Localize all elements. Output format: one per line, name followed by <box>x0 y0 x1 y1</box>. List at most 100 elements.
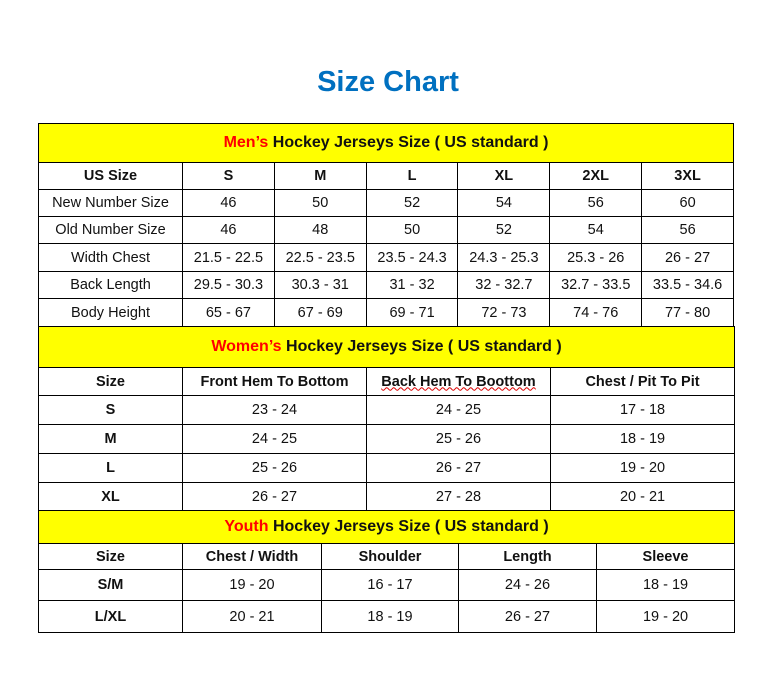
table-cell: 77 - 80 <box>641 298 734 327</box>
row-label: Width Chest <box>38 243 183 272</box>
table-cell: 50 <box>365 216 459 244</box>
womens-size-table: Women’s Hockey Jerseys Size ( US standar… <box>37 326 736 512</box>
table-cell: 23.5 - 24.3 <box>365 243 459 272</box>
table-cell: 19 - 20 <box>549 453 736 483</box>
column-header: Length <box>503 548 552 565</box>
column-header: Size <box>95 548 125 565</box>
table-row: Body Height 65 - 67 67 - 69 69 - 71 72 - 73 7… <box>38 298 734 327</box>
table-cell: 21.5 - 22.5 <box>182 243 275 272</box>
column-header: M <box>314 168 327 184</box>
row-label: L <box>38 453 183 483</box>
table-cell: 24 - 25 <box>366 395 551 425</box>
page-title: Size Chart <box>317 66 459 98</box>
row-label: Body Height <box>38 298 183 327</box>
table-cell: 52 <box>365 189 459 217</box>
table-row: M 24 - 25 25 - 26 18 - 19 <box>38 424 736 454</box>
table-cell: 23 - 24 <box>182 395 367 425</box>
table-cell: 33.5 - 34.6 <box>641 271 734 299</box>
table-cell: 18 - 19 <box>321 600 459 633</box>
table-row: New Number Size 46 50 52 54 56 60 <box>38 189 734 217</box>
table-cell: 22.5 - 23.5 <box>273 243 367 272</box>
table-cell: 72 - 73 <box>457 298 551 327</box>
table-cell: 65 - 67 <box>182 298 275 327</box>
column-header: Size <box>95 373 125 390</box>
section-heading: Youth Hockey Jerseys Size ( US standard … <box>37 510 736 544</box>
section-heading: Women’s Hockey Jerseys Size ( US standar… <box>37 326 736 368</box>
table-cell: 32.7 - 33.5 <box>549 271 643 299</box>
row-label: Old Number Size <box>38 216 183 244</box>
table-cell: 24 - 26 <box>458 569 597 601</box>
row-label: XL <box>38 482 183 512</box>
table-row: L 25 - 26 26 - 27 19 - 20 <box>38 453 736 483</box>
table-row: Back Length 29.5 - 30.3 30.3 - 31 31 - 32 32… <box>38 271 734 299</box>
row-label: S/M <box>38 569 183 601</box>
table-cell: 56 <box>549 189 643 217</box>
column-header: Back Hem To Boottom <box>381 373 536 390</box>
table-cell: 19 - 20 <box>182 569 322 601</box>
table-cell: 56 <box>641 216 734 244</box>
row-label: New Number Size <box>38 189 183 217</box>
youth-size-table: Youth Hockey Jerseys Size ( US standard … <box>37 510 736 633</box>
column-header: Chest / Width <box>205 548 299 565</box>
table-cell: 20 - 21 <box>549 482 736 512</box>
section-heading: Men’s Hockey Jerseys Size ( US standard … <box>38 123 734 163</box>
table-cell: 74 - 76 <box>549 298 643 327</box>
table-cell: 69 - 71 <box>365 298 459 327</box>
heading-accent: Men’s <box>223 134 269 151</box>
table-cell: 24.3 - 25.3 <box>457 243 551 272</box>
row-label: S <box>38 395 183 425</box>
column-header: S <box>223 168 234 184</box>
table-row: XL 26 - 27 27 - 28 20 - 21 <box>38 482 736 512</box>
column-header: US Size <box>83 168 138 184</box>
table-cell: 20 - 21 <box>182 600 322 633</box>
mens-size-table: Men’s Hockey Jerseys Size ( US standard … <box>38 123 734 327</box>
table-cell: 60 <box>641 189 734 217</box>
column-header: L <box>407 168 417 184</box>
row-label: M <box>38 424 183 454</box>
table-row: S 23 - 24 24 - 25 17 - 18 <box>38 395 736 425</box>
column-header: 2XL <box>582 168 610 184</box>
heading-accent: Women’s <box>211 338 282 355</box>
table-cell: 26 - 27 <box>366 453 551 483</box>
heading-text: Hockey Jerseys Size ( US standard ) <box>268 518 549 535</box>
column-header: Shoulder <box>358 548 422 565</box>
table-cell: 17 - 18 <box>549 395 736 425</box>
table-cell: 54 <box>549 216 643 244</box>
table-cell: 46 <box>182 216 275 244</box>
heading-text: Hockey Jerseys Size ( US standard ) <box>268 134 549 151</box>
table-cell: 27 - 28 <box>366 482 551 512</box>
table-row: Width Chest 21.5 - 22.5 22.5 - 23.5 23.5 - … <box>38 243 734 272</box>
column-header: Front Hem To Bottom <box>200 373 349 390</box>
table-cell: 67 - 69 <box>273 298 367 327</box>
table-row: L/XL 20 - 21 18 - 19 26 - 27 19 - 20 <box>38 600 736 633</box>
table-cell: 25 - 26 <box>366 424 551 454</box>
table-cell: 29.5 - 30.3 <box>182 271 275 299</box>
table-cell: 25 - 26 <box>182 453 367 483</box>
table-cell: 18 - 19 <box>595 569 736 601</box>
table-cell: 46 <box>182 189 275 217</box>
column-header: 3XL <box>674 168 701 184</box>
table-cell: 16 - 17 <box>321 569 459 601</box>
table-row: S/M 19 - 20 16 - 17 24 - 26 18 - 19 <box>38 569 736 601</box>
table-cell: 52 <box>457 216 551 244</box>
table-cell: 25.3 - 26 <box>549 243 643 272</box>
column-header: Sleeve <box>642 548 689 565</box>
table-cell: 26 - 27 <box>458 600 597 633</box>
table-cell: 32 - 32.7 <box>457 271 551 299</box>
heading-accent: Youth <box>224 518 269 535</box>
heading-text: Hockey Jerseys Size ( US standard ) <box>281 338 562 355</box>
table-cell: 18 - 19 <box>549 424 736 454</box>
table-cell: 26 - 27 <box>641 243 734 272</box>
table-cell: 19 - 20 <box>595 600 736 633</box>
row-label: Back Length <box>38 271 183 299</box>
table-row: Old Number Size 46 48 50 52 54 56 <box>38 216 734 244</box>
table-cell: 31 - 32 <box>365 271 459 299</box>
table-cell: 24 - 25 <box>182 424 367 454</box>
table-cell: 30.3 - 31 <box>273 271 367 299</box>
column-header: XL <box>494 168 514 184</box>
column-header: Chest / Pit To Pit <box>585 373 700 390</box>
table-cell: 50 <box>273 189 367 217</box>
table-cell: 26 - 27 <box>182 482 367 512</box>
table-cell: 48 <box>273 216 367 244</box>
row-label: L/XL <box>38 600 183 633</box>
